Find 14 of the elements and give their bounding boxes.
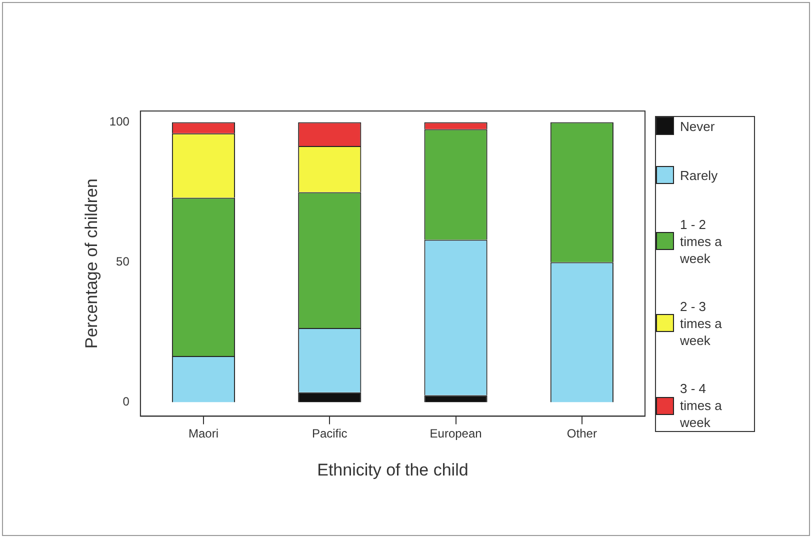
x-tick-label: Other	[566, 426, 597, 441]
y-axis-title: Percentage of children	[82, 178, 101, 349]
legend-label: 3 - 4 times a week	[680, 380, 723, 431]
y-tick-label: 0	[122, 394, 130, 409]
x-axis-title: Ethnicity of the child	[317, 460, 468, 480]
x-tick-label: Maori	[188, 426, 218, 441]
x-tick-label: Pacific	[312, 426, 348, 441]
legend-label: 2 - 3 times a week	[680, 298, 723, 349]
y-tick-label: 100	[109, 114, 130, 129]
legend-label: Rarely	[680, 166, 719, 184]
legend-label: 1 - 2 times a week	[680, 216, 723, 266]
y-tick-label: 50	[116, 254, 130, 269]
x-tick-label: European	[430, 426, 482, 441]
legend-label: Never	[680, 118, 716, 134]
